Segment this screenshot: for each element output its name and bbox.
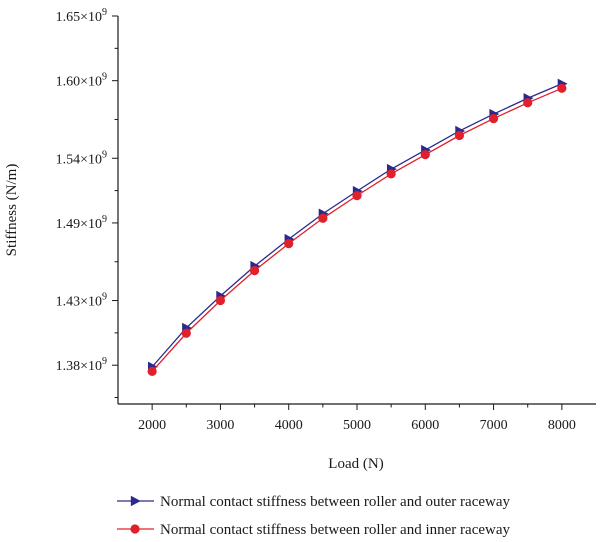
series-line xyxy=(151,83,563,368)
data-point xyxy=(130,524,140,534)
legend-label: Normal contact stiffness between roller … xyxy=(160,522,510,538)
y-tick-label: 1.43×109 xyxy=(56,292,107,310)
legend: Normal contact stiffness between roller … xyxy=(117,494,510,538)
data-point xyxy=(130,495,141,507)
legend-label: Normal contact stiffness between roller … xyxy=(160,494,510,510)
data-point xyxy=(318,213,328,223)
data-point xyxy=(249,266,260,276)
y-tick-label: 1.38×109 xyxy=(56,356,107,374)
y-tick-label: 1.65×109 xyxy=(56,7,107,25)
data-point xyxy=(420,150,430,160)
data-point xyxy=(284,239,294,249)
y-tick-label: 1.54×109 xyxy=(56,149,107,167)
x-tick-label: 3000 xyxy=(206,418,234,433)
data-point xyxy=(488,113,499,124)
x-tick-label: 2000 xyxy=(138,418,166,433)
y-axis-ticks: 1.38×109 1.43×109 1.49×109 1.54×109 1.60×109… xyxy=(56,7,118,399)
data-point xyxy=(181,328,191,338)
y-tick-label: 1.60×109 xyxy=(56,72,107,90)
y-tick-label: 1.49×109 xyxy=(56,214,107,232)
series-line xyxy=(151,87,563,372)
legend-item-2: Normal contact stiffness between roller … xyxy=(117,522,510,538)
series-1 xyxy=(147,78,568,373)
x-axis-ticks: 2000 3000 4000 5000 6000 7000 8000 xyxy=(138,404,576,433)
x-axis-title: Load (N) xyxy=(328,456,383,472)
x-tick-label: 7000 xyxy=(480,418,508,433)
data-point xyxy=(523,98,533,108)
x-tick-label: 6000 xyxy=(411,418,439,433)
data-point xyxy=(557,83,567,93)
axes xyxy=(117,16,596,405)
y-axis-title: Stiffness (N/m) xyxy=(4,164,20,257)
x-tick-label: 4000 xyxy=(275,418,303,433)
x-tick-label: 5000 xyxy=(343,418,371,433)
x-tick-label: 8000 xyxy=(548,418,576,433)
data-point xyxy=(147,366,157,377)
data-point xyxy=(215,295,226,306)
data-point xyxy=(352,191,362,201)
series-2 xyxy=(147,83,567,377)
series-layer xyxy=(147,78,568,377)
data-point xyxy=(454,130,465,141)
legend-item-1: Normal contact stiffness between roller … xyxy=(117,494,510,510)
data-point xyxy=(386,169,396,179)
